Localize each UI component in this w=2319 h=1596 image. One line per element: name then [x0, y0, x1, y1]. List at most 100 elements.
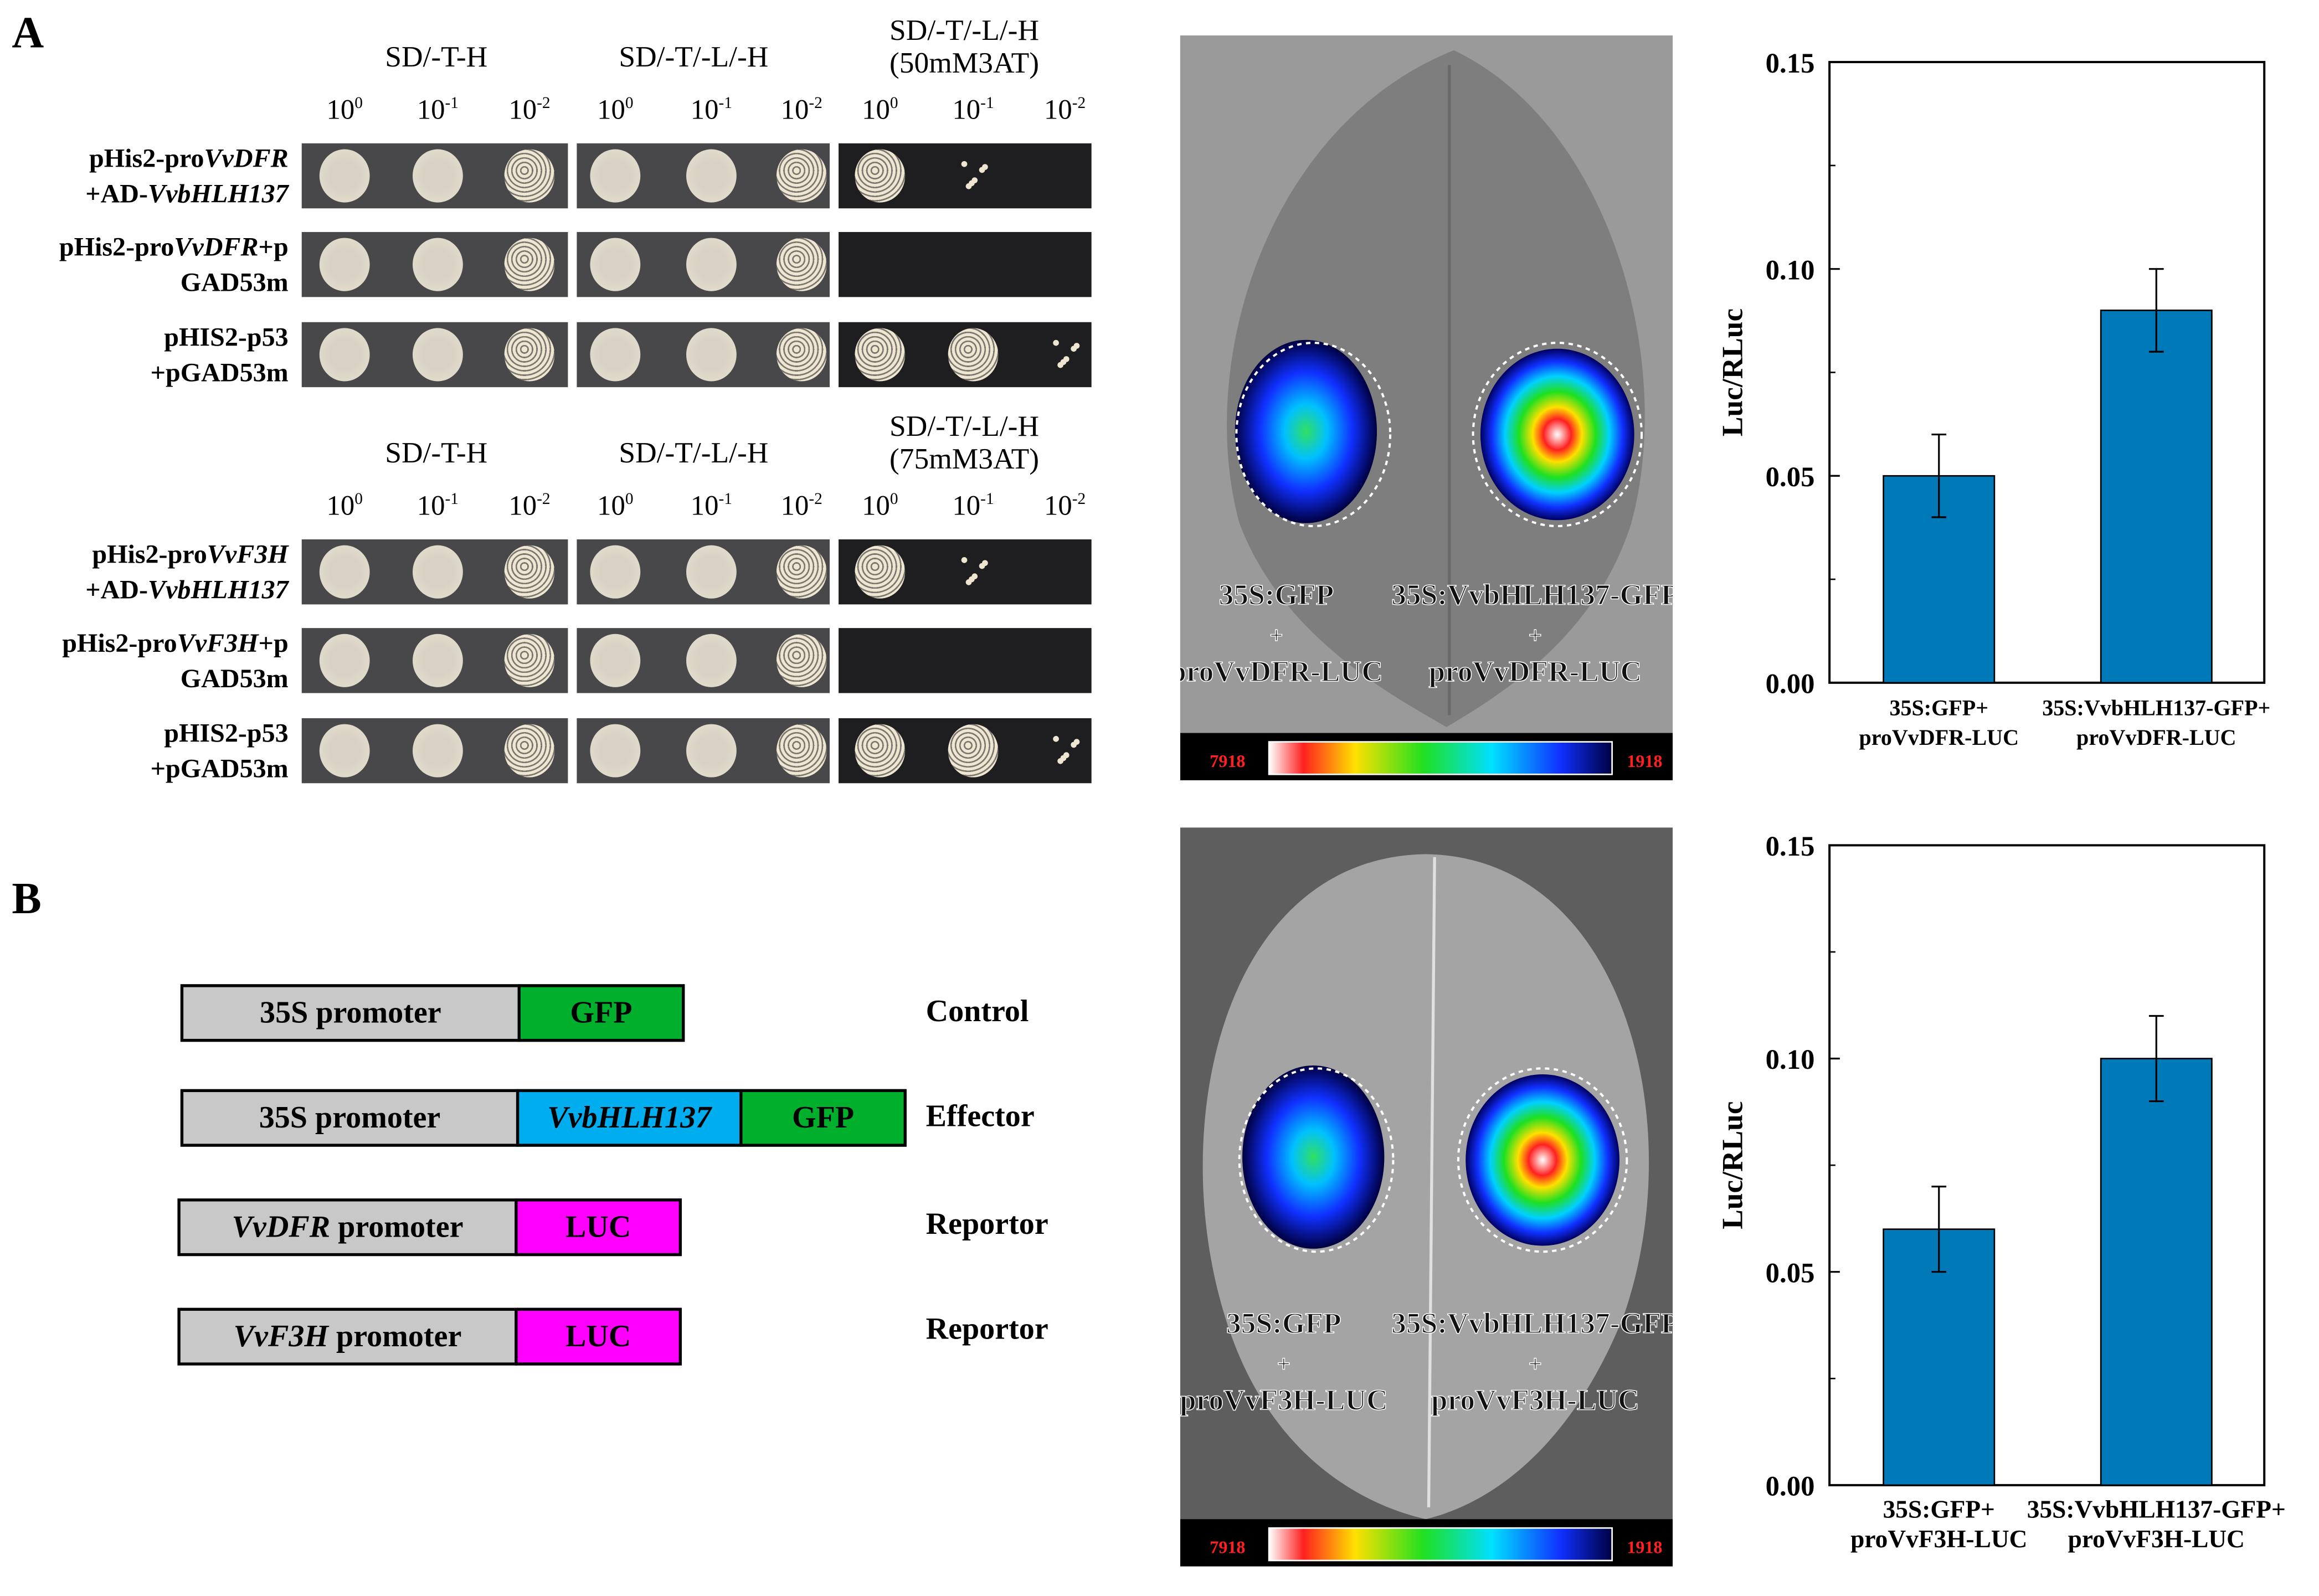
yeast-plate-image [577, 231, 830, 297]
yeast-spot [686, 149, 737, 203]
part-label: 35S promoter [259, 1099, 441, 1135]
construct-role-label: Effector [925, 1098, 1035, 1134]
yeast-colony [971, 177, 978, 183]
x-category-label: proVvDFR-LUC [2076, 725, 2236, 750]
strain-text: GAD53m [180, 267, 289, 297]
dilution-exponent: -1 [980, 94, 994, 112]
part-label: LUC [565, 1318, 631, 1354]
strain-text: +p [258, 628, 289, 658]
yeast-spot [319, 545, 370, 599]
x-category-label: 35S:GFP+ [1889, 696, 1988, 720]
gene-box: GFP [739, 1089, 907, 1147]
dilution-base: 10 [597, 491, 625, 522]
yeast-spot [319, 634, 370, 687]
dilution-base: 10 [862, 95, 890, 126]
gene-name: VvDFR [204, 143, 289, 173]
strain-label: pHIS2-p53 +pGAD53m [0, 715, 289, 786]
dilution-exponent: -2 [537, 490, 551, 508]
y-tick-label: 0.15 [1766, 831, 1815, 862]
x-category-label: 35S:GFP+ [1883, 1496, 1995, 1523]
yeast-plate-image [839, 231, 1092, 297]
dilution-exponent: -2 [537, 94, 551, 112]
yeast-colony [965, 183, 972, 189]
medium-header: SD/-T-H [385, 437, 488, 470]
dilution-label: 100 [578, 491, 652, 524]
dilution-base: 10 [780, 95, 809, 126]
yeast-spot [319, 724, 370, 778]
y-tick-label: 0.15 [1766, 48, 1815, 79]
dilution-exponent: -1 [445, 94, 459, 112]
leaf-treatment-label: 35S:GFP [1219, 578, 1334, 611]
dilution-label: 10-2 [1028, 491, 1102, 524]
yeast-colony [1053, 735, 1059, 742]
color-scale-gradient [1268, 741, 1613, 775]
bar-chart-f3h: 0.000.050.100.15Luc/RLuc35S:GFP+proVvF3H… [1716, 831, 2286, 1553]
panel-a-label: A [12, 9, 44, 58]
yeast-plate-image [301, 539, 568, 605]
x-category-label: proVvF3H-LUC [2068, 1525, 2245, 1553]
y-tick-label: 0.05 [1766, 461, 1815, 492]
yeast-spot [413, 545, 463, 599]
dilution-base: 10 [597, 95, 625, 126]
yeast-colony [969, 576, 975, 583]
dilution-label: 10-1 [936, 491, 1010, 524]
construct-role-label: Reportor [925, 1206, 1048, 1242]
dilution-label: 10-1 [675, 491, 749, 524]
yeast-spot [776, 634, 827, 687]
construct-role-label: Reportor [925, 1310, 1048, 1347]
medium-header: SD/-T/-L/-H (50mM3AT) [846, 15, 1082, 80]
medium-header-condition: (50mM3AT) [889, 47, 1040, 80]
yeast-colony [1057, 758, 1063, 764]
part-label: 35S promoter [260, 994, 441, 1030]
yeast-plate-image [301, 628, 568, 693]
strain-label: pHis2-proVvF3H +AD-VvbHLH137 [0, 537, 288, 607]
infiltration-circle [1457, 1067, 1628, 1253]
dilution-exponent: -1 [718, 94, 733, 112]
dilution-label: 10-1 [401, 95, 475, 128]
strain-label: pHis2-proVvDFR +AD-VvbHLH137 [0, 141, 289, 212]
yeast-colony [982, 560, 988, 567]
yeast-spot [855, 149, 906, 203]
yeast-spot [319, 238, 370, 291]
yeast-spot [776, 238, 827, 291]
yeast-colony [969, 180, 975, 187]
gene-name: VvF3H [233, 1318, 329, 1354]
dilution-base: 10 [417, 95, 445, 126]
leaf-treatment-label: 35S:VvbHLH137-GFP [1391, 578, 1673, 611]
bar [2100, 310, 2213, 684]
yeast-colony [971, 573, 978, 580]
y-axis-label: Luc/RLuc [1716, 1101, 1749, 1229]
yeast-spot [413, 634, 463, 687]
yeast-plate-image [577, 322, 830, 388]
yeast-plate-image [301, 231, 568, 297]
yeast-spot [776, 724, 827, 778]
yeast-spot [504, 149, 555, 203]
yeast-spot [590, 238, 641, 291]
yeast-plate-image [577, 718, 830, 784]
yeast-colony [961, 161, 968, 167]
strain-label: pHis2-proVvF3H+p GAD53m [0, 625, 289, 696]
scale-max-value: 7918 [1210, 751, 1245, 771]
gene-box: GFP [517, 984, 685, 1042]
gene-name: VvDFR [174, 231, 259, 262]
strain-text: +pGAD53m [150, 357, 289, 388]
promoter-box: VvF3H promoter [177, 1307, 518, 1366]
scale-min-value: 1918 [1627, 1537, 1662, 1557]
yeast-colony [1063, 752, 1069, 758]
luminescence-signal-effector [1466, 1074, 1619, 1246]
yeast-colony [1060, 359, 1067, 365]
strain-text: +AD- [85, 178, 148, 209]
yeast-spot [590, 328, 641, 382]
yeast-plate-image [839, 628, 1092, 693]
leaf-treatment-label: proVvDFR-LUC [1180, 655, 1383, 688]
yeast-spot [504, 634, 555, 687]
yeast-plate-image [839, 143, 1092, 209]
panel-b-label: B [12, 874, 42, 924]
leaf-shape [1202, 854, 1649, 1520]
dilution-exponent: 0 [625, 94, 634, 112]
yeast-colony [1057, 362, 1063, 368]
part-label: promoter [328, 1318, 462, 1354]
yeast-spot [948, 328, 999, 382]
yeast-plate-image [301, 718, 568, 784]
leaf-treatment-label: + [1529, 622, 1542, 648]
